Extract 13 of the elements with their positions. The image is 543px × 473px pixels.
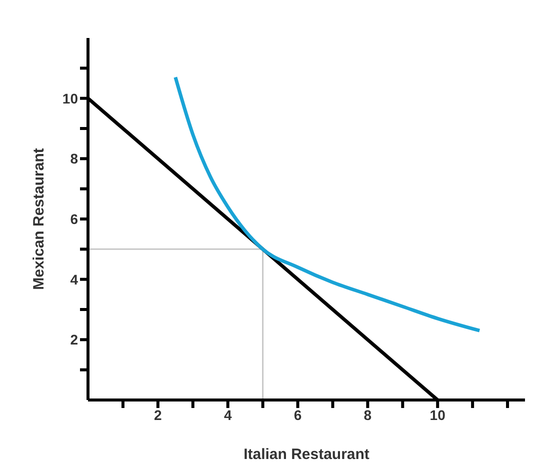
- x-tick-label: 2: [154, 406, 162, 423]
- y-tick-label: 6: [70, 210, 78, 227]
- y-tick-label: 4: [70, 271, 78, 288]
- x-axis-title: Italian Restaurant: [244, 446, 370, 463]
- line-series: [174, 75, 482, 332]
- y-axis-title: Mexican Restaurant: [30, 148, 48, 290]
- y-tick-label: 8: [70, 150, 78, 167]
- y-tick-label: 2: [70, 332, 78, 348]
- y-tick-label: 10: [62, 90, 78, 106]
- x-tick-label: 10: [430, 406, 446, 423]
- x-tick-label: 4: [224, 406, 232, 423]
- x-tick-label: 6: [294, 406, 302, 423]
- x-tick-label: 8: [364, 406, 372, 423]
